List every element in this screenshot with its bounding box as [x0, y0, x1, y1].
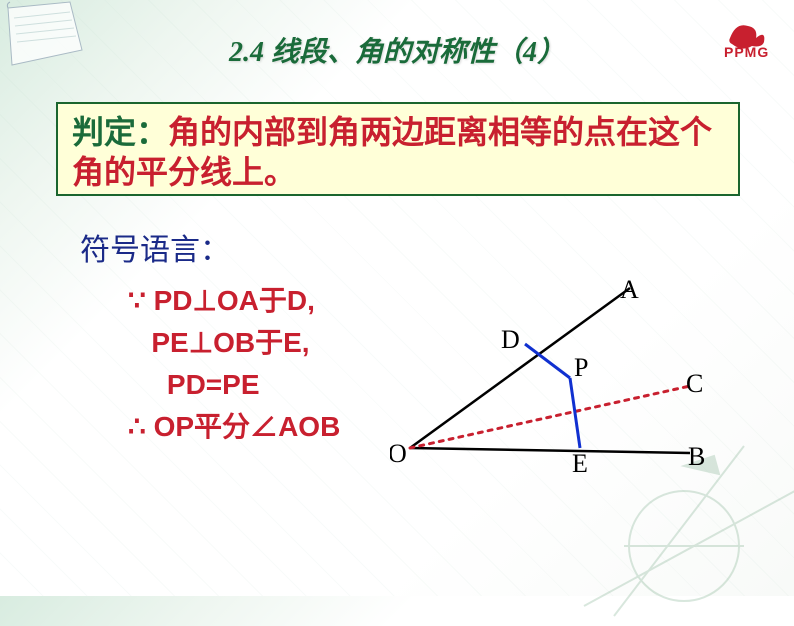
proof-line-4: ∴ OP平分∠AOB	[128, 406, 340, 448]
svg-text:B: B	[688, 442, 705, 471]
slide-title: 2.4 线段、角的对称性（4）	[0, 30, 794, 70]
proof-line-3: PD=PE	[128, 364, 340, 406]
svg-text:P: P	[574, 353, 588, 382]
svg-text:A: A	[620, 278, 639, 304]
theorem-body: 角的内部到角两边距离相等的点在这个角的平分线上。	[72, 114, 712, 190]
proof-line-4-aob: AOB	[278, 411, 340, 442]
svg-text:C: C	[686, 369, 703, 398]
svg-text:E: E	[572, 449, 588, 478]
svg-text:D: D	[501, 325, 520, 354]
theorem-lead: 判定：	[72, 114, 168, 150]
proof-line-1: ∵ PD⊥OA于D,	[128, 280, 340, 322]
proof-line-2: PE⊥OB于E,	[128, 322, 340, 364]
theorem-text: 判定：角的内部到角两边距离相等的点在这个角的平分线上。	[72, 112, 724, 192]
theorem-box: 判定：角的内部到角两边距离相等的点在这个角的平分线上。	[56, 102, 740, 196]
svg-text:O: O	[390, 439, 407, 468]
geometry-diagram: O A B C D E P	[390, 278, 730, 478]
proof-line-4-pre: ∴ OP平分∠	[128, 411, 278, 442]
symbol-language-label: 符号语言：	[80, 225, 230, 269]
proof-block: ∵ PD⊥OA于D, PE⊥OB于E, PD=PE ∴ OP平分∠AOB	[128, 280, 340, 448]
